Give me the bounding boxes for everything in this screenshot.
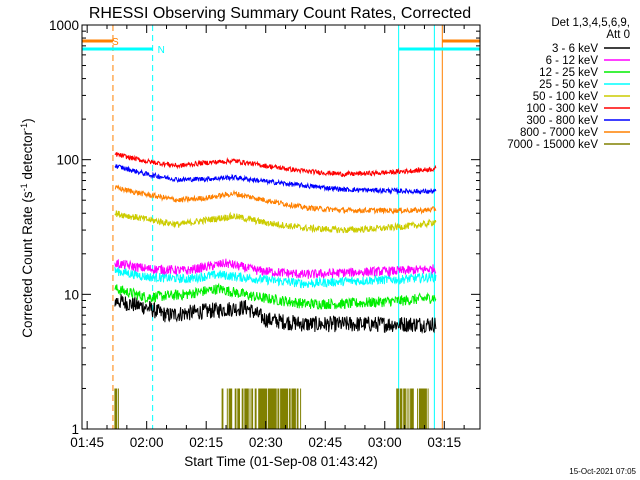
legend-label: 6 - 12 keV: [546, 55, 599, 67]
legend-header-1: Det 1,3,4,5,6,9,: [551, 17, 630, 29]
y-tick-label: 1000: [49, 18, 79, 33]
x-tick-label: 02:00: [130, 435, 164, 450]
chart-title: RHESSI Observing Summary Count Rates, Co…: [89, 5, 471, 22]
y-axis: 1 10 100 1000: [49, 18, 480, 437]
legend-label: 800 - 7000 keV: [520, 127, 598, 139]
footer-date: 15-Oct-2021 07:05: [569, 467, 636, 476]
series-3-6-kev: [114, 294, 437, 335]
series-6-12-kev: [114, 258, 437, 279]
series-800-7000-kev: [114, 184, 437, 215]
legend-label: 300 - 800 keV: [526, 115, 598, 127]
series-12-25-kev: [114, 282, 437, 310]
series-7000-15000-kev: [114, 388, 429, 429]
series-100-300-kev: [114, 151, 437, 178]
series-25-50-kev: [114, 266, 437, 289]
x-tick-label: 03:00: [368, 435, 402, 450]
x-tick-label: 03:15: [427, 435, 461, 450]
y-tick-label: 1: [71, 422, 79, 437]
series-300-800-kev: [114, 163, 437, 196]
legend-label: 3 - 6 keV: [552, 43, 598, 55]
legend-label: 7000 - 15000 keV: [507, 139, 598, 151]
legend-header-2: Att 0: [606, 29, 630, 41]
flag-label-s: S: [112, 37, 119, 48]
x-axis: 01:45 02:00 02:15 02:30 02:45 03:00 03:15: [70, 25, 465, 450]
x-tick-label: 02:15: [189, 435, 223, 450]
x-tick-label: 02:30: [249, 435, 283, 450]
plot-area: SN: [82, 25, 481, 429]
y-axis-label: Corrected Count Rate (s-1 detector-1): [19, 118, 35, 337]
flag-label-n: N: [158, 45, 165, 56]
plot-frame: [81, 24, 481, 430]
x-axis-label: Start Time (01-Sep-08 01:43:42): [184, 454, 378, 469]
legend-label: 50 - 100 keV: [533, 91, 599, 103]
x-tick-label: 01:45: [70, 435, 104, 450]
series-50-100-kev: [114, 210, 437, 234]
legend-label: 25 - 50 keV: [539, 79, 598, 91]
legend-label: 100 - 300 keV: [526, 103, 598, 115]
y-tick-label: 10: [64, 287, 79, 302]
x-tick-label: 02:45: [308, 435, 342, 450]
legend-label: 12 - 25 keV: [539, 67, 598, 79]
y-tick-label: 100: [56, 153, 79, 168]
